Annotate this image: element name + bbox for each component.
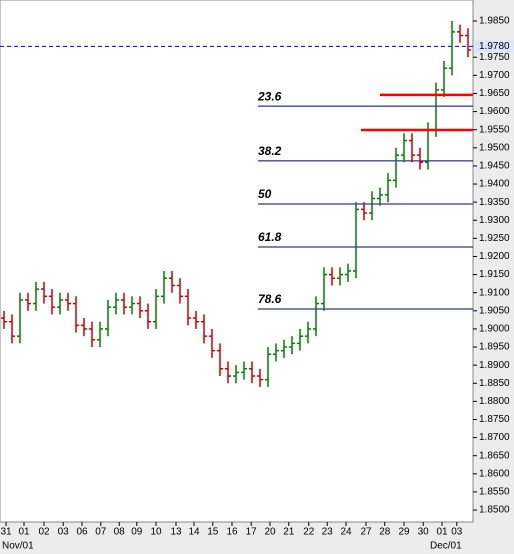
x-tick-label: 07 bbox=[95, 527, 107, 538]
y-tick-label: 1.8600 bbox=[479, 468, 510, 479]
x-tick-label: 22 bbox=[303, 527, 315, 538]
x-tick-label: 08 bbox=[114, 527, 126, 538]
x-tick-label: 27 bbox=[360, 527, 372, 538]
x-tick-label: 17 bbox=[246, 527, 258, 538]
fib-label: 78.6 bbox=[258, 292, 282, 306]
x-tick-label: 20 bbox=[264, 527, 276, 538]
y-tick-label: 1.9550 bbox=[479, 124, 510, 135]
x-tick-label: 13 bbox=[170, 527, 182, 538]
y-tick-label: 1.9350 bbox=[479, 197, 510, 208]
x-tick-label: 06 bbox=[76, 527, 88, 538]
y-tick-label: 1.8800 bbox=[479, 396, 510, 407]
month-label: Dec/01 bbox=[430, 541, 462, 552]
y-tick-label: 1.9400 bbox=[479, 179, 510, 190]
y-tick-label: 1.9500 bbox=[479, 142, 510, 153]
x-tick-label: 30 bbox=[418, 527, 430, 538]
x-tick-label: 24 bbox=[340, 527, 352, 538]
y-tick-label: 1.8750 bbox=[479, 414, 510, 425]
y-tick-label: 1.9250 bbox=[479, 233, 510, 244]
x-tick-label: 31 bbox=[0, 527, 12, 538]
y-tick-label: 1.8500 bbox=[479, 505, 510, 516]
x-tick-label: 09 bbox=[131, 527, 143, 538]
y-tick-label: 1.9000 bbox=[479, 324, 510, 335]
plot-area bbox=[0, 0, 474, 523]
x-tick-label: 10 bbox=[150, 527, 162, 538]
x-tick-label: 16 bbox=[226, 527, 238, 538]
y-tick-label: 1.8850 bbox=[479, 378, 510, 389]
x-tick-label: 03 bbox=[58, 527, 70, 538]
month-label: Nov/01 bbox=[2, 541, 34, 552]
x-tick-label: 29 bbox=[398, 527, 410, 538]
y-tick-label: 1.9450 bbox=[479, 161, 510, 172]
y-tick-label: 1.9200 bbox=[479, 251, 510, 262]
x-tick-label: 15 bbox=[207, 527, 219, 538]
x-tick-label: 28 bbox=[379, 527, 391, 538]
y-tick-label: 1.9150 bbox=[479, 269, 510, 280]
last-price-box bbox=[475, 40, 513, 53]
x-tick-label: 21 bbox=[283, 527, 295, 538]
y-tick-label: 1.9300 bbox=[479, 215, 510, 226]
y-tick-label: 1.8650 bbox=[479, 450, 510, 461]
fib-label: 38.2 bbox=[258, 144, 282, 158]
y-tick-label: 1.8900 bbox=[479, 360, 510, 371]
y-tick-label: 1.8950 bbox=[479, 342, 510, 353]
y-tick-label: 1.9700 bbox=[479, 70, 510, 81]
last-price-label: 1.9780 bbox=[479, 41, 510, 52]
x-tick-label: 01 bbox=[18, 527, 30, 538]
x-tick-label: 23 bbox=[322, 527, 334, 538]
x-tick-label: 02 bbox=[38, 527, 50, 538]
fib-label: 61.8 bbox=[258, 230, 282, 244]
y-tick-label: 1.9750 bbox=[479, 52, 510, 63]
y-tick-label: 1.8550 bbox=[479, 487, 510, 498]
x-tick-label: 03 bbox=[451, 527, 463, 538]
y-tick-label: 1.9850 bbox=[479, 16, 510, 27]
fib-label: 50 bbox=[258, 187, 272, 201]
fib-label: 23.6 bbox=[257, 89, 282, 103]
y-tick-label: 1.9600 bbox=[479, 106, 510, 117]
y-tick-label: 1.9100 bbox=[479, 287, 510, 298]
x-tick-label: 01 bbox=[436, 527, 448, 538]
y-tick-label: 1.9050 bbox=[479, 305, 510, 316]
y-tick-label: 1.8700 bbox=[479, 432, 510, 443]
x-tick-label: 14 bbox=[188, 527, 200, 538]
y-tick-label: 1.9650 bbox=[479, 88, 510, 99]
